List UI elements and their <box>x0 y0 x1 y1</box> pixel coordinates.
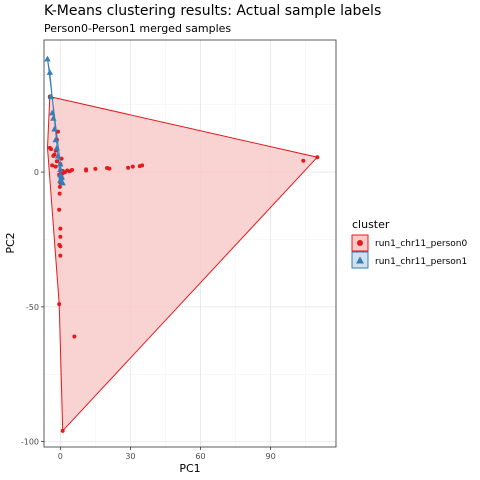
data-point-person0 <box>57 207 62 212</box>
data-point-person0 <box>130 164 135 169</box>
data-point-person1 <box>54 152 62 159</box>
data-point-person1 <box>48 109 56 116</box>
data-point-person0 <box>126 165 131 170</box>
data-point-person1 <box>46 69 54 75</box>
y-tick-label: 0 <box>34 168 39 177</box>
legend-marker-person0 <box>357 240 363 246</box>
data-point-person1 <box>50 114 57 121</box>
data-point-person1 <box>44 55 51 62</box>
y-tick-label: -50 <box>26 303 39 312</box>
x-tick-label: 60 <box>195 452 205 461</box>
data-point-person1 <box>51 125 58 132</box>
x-tick-label: 30 <box>125 452 135 461</box>
data-point-person0 <box>93 166 98 171</box>
data-point-person1 <box>57 160 64 167</box>
data-point-person1 <box>47 93 55 100</box>
legend: cluster run1_chr11_person0 run1_chr11_pe… <box>351 218 467 269</box>
data-point-person0 <box>84 168 89 173</box>
data-point-person0 <box>52 152 57 157</box>
plot-border <box>43 39 337 448</box>
y-axis-title: PC2 <box>4 232 17 253</box>
data-point-person0 <box>53 164 58 169</box>
data-point-person0 <box>50 163 55 168</box>
x-axis-title: PC1 <box>179 462 200 475</box>
chart-title: K-Means clustering results: Actual sampl… <box>44 3 381 19</box>
legend-marker-person1 <box>356 256 364 264</box>
data-point-person0 <box>301 158 306 163</box>
x-axis-ticks: 0 30 60 90 <box>58 447 276 461</box>
data-point-person0 <box>57 191 62 196</box>
data-point-person0 <box>57 184 62 189</box>
data-point-person0 <box>315 155 320 160</box>
x-tick-label: 90 <box>265 452 275 461</box>
data-point-person0 <box>137 164 142 169</box>
y-axis-ticks: 0 -50 -100 <box>21 168 44 447</box>
data-point-person0 <box>58 244 63 249</box>
data-point-person0 <box>47 145 52 150</box>
legend-title: cluster <box>352 218 390 231</box>
data-point-person0 <box>58 226 63 231</box>
data-point-person0 <box>58 253 63 258</box>
data-point-person1 <box>52 136 59 143</box>
cluster-hull-0 <box>46 95 319 433</box>
legend-item-person1: run1_chr11_person1 <box>351 251 467 269</box>
chart-subtitle: Person0-Person1 merged samples <box>44 22 231 35</box>
data-point-person0 <box>57 302 62 307</box>
data-point-person0 <box>58 234 63 239</box>
data-point-person0 <box>54 159 59 164</box>
y-tick-label: -100 <box>21 438 39 447</box>
data-point-person0 <box>60 428 65 433</box>
data-point-person1 <box>57 166 64 172</box>
data-point-person0 <box>105 166 110 171</box>
data-point-person1 <box>59 179 66 186</box>
legend-label-person1: run1_chr11_person1 <box>375 257 467 267</box>
legend-item-person0: run1_chr11_person0 <box>351 234 467 252</box>
x-tick-label: 0 <box>58 452 63 461</box>
legend-label-person0: run1_chr11_person0 <box>375 239 467 249</box>
data-point-person1 <box>53 144 61 151</box>
data-points <box>44 55 320 433</box>
data-point-person0 <box>72 334 77 339</box>
